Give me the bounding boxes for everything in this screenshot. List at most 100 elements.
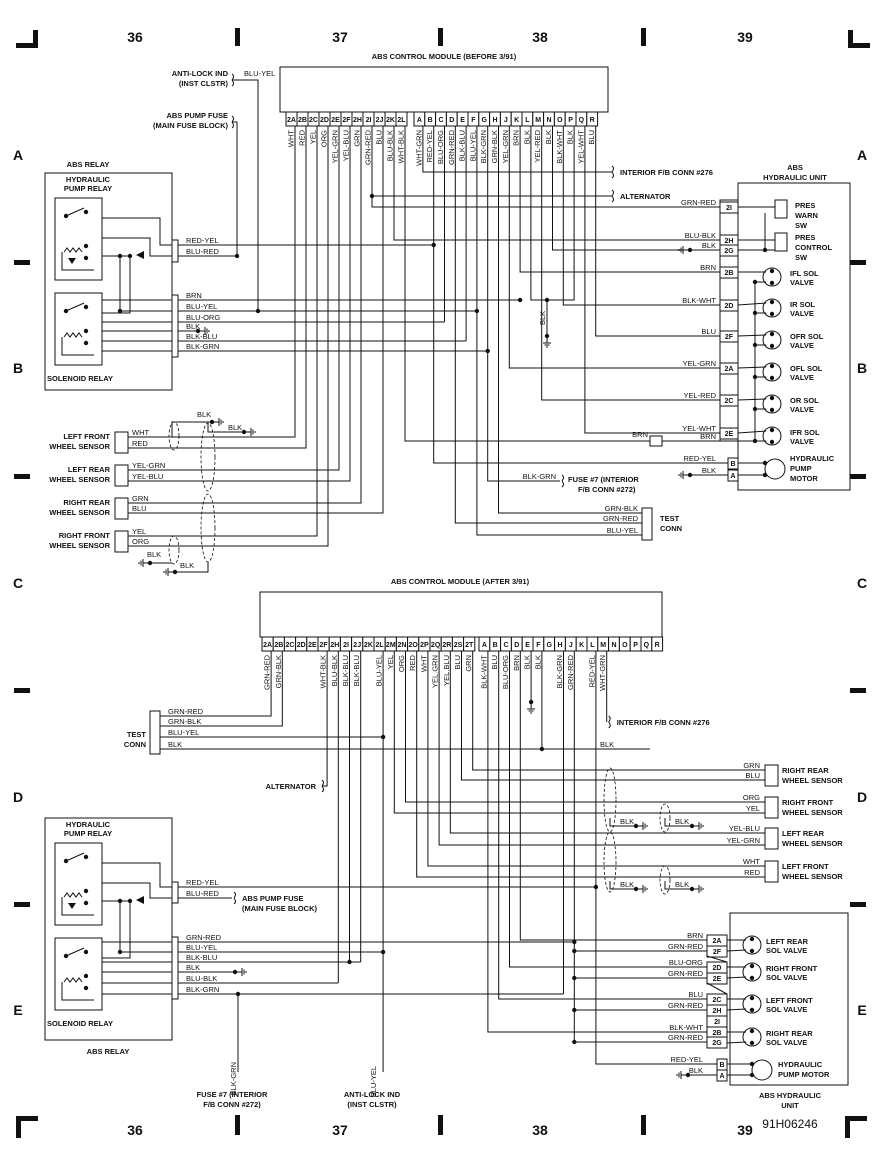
wire-label: BLK-WHT xyxy=(682,296,716,305)
splice-dot xyxy=(769,427,775,433)
pin-label: R xyxy=(655,642,660,649)
grid-tick xyxy=(641,1115,646,1135)
pin-label: B xyxy=(493,642,498,649)
component-label: SOL VALVE xyxy=(766,946,807,955)
wire xyxy=(160,651,283,727)
test-conn-label: TEST xyxy=(127,730,147,739)
connector-squiggle-icon xyxy=(231,73,234,87)
wire xyxy=(547,126,575,301)
wire-label: BRN xyxy=(700,432,716,441)
wire xyxy=(595,126,720,337)
component-label: SOL VALVE xyxy=(766,973,807,982)
wheel-sensor-connector xyxy=(114,464,129,487)
wire-label: ORG xyxy=(743,793,760,802)
fuse7-label: F/B CONN #272) xyxy=(578,485,636,494)
pin-label: 2F xyxy=(713,949,722,956)
grid-tick xyxy=(235,1115,240,1135)
wire-label: ORG xyxy=(320,130,329,147)
pin-label: 2E xyxy=(713,976,722,983)
splice-dot xyxy=(83,985,89,991)
pin-label: 2I xyxy=(726,205,732,212)
wire xyxy=(487,651,707,1033)
wire xyxy=(706,955,728,963)
wire-label: RED xyxy=(744,868,760,877)
splice-dot xyxy=(752,310,758,316)
wire xyxy=(530,126,548,336)
diode-icon xyxy=(136,896,144,904)
pump-fuse-label: ABS PUMP FUSE xyxy=(242,894,304,903)
wire xyxy=(552,126,720,251)
pin-label: A xyxy=(417,117,422,124)
column-number-bottom: 37 xyxy=(332,1122,348,1138)
anti-lock-label: (INST CLSTR) xyxy=(347,1100,397,1109)
relay-internal xyxy=(102,237,172,257)
wire-label: BLK xyxy=(522,130,531,144)
wire-label: GRN xyxy=(464,655,473,672)
relay-coil-icon xyxy=(63,977,83,983)
corner-mark xyxy=(16,30,38,48)
pin-label: 2A xyxy=(713,938,722,945)
row-letter-right: A xyxy=(857,147,867,163)
splice-dot xyxy=(83,243,89,249)
pin-label: 2C xyxy=(725,398,734,405)
splice-dot xyxy=(749,1072,755,1078)
grid-tick xyxy=(850,902,866,907)
wire xyxy=(433,126,728,464)
solenoid-valve-icon xyxy=(742,935,762,955)
wire xyxy=(541,126,720,401)
anti-lock-label: ANTI-LOCK IND xyxy=(172,69,229,78)
wire-label: WHT xyxy=(132,428,149,437)
pin-label: 2C xyxy=(713,997,722,1004)
splice-dot xyxy=(83,255,89,261)
component-label: LEFT FRONT xyxy=(766,996,813,1005)
relay-internal xyxy=(61,982,94,1001)
wheel-sensor-connector xyxy=(764,827,779,850)
pin-label: 2K xyxy=(364,642,373,649)
pin-label: L xyxy=(525,117,530,124)
wire-label: BLU-BLK xyxy=(386,130,395,161)
relay-switch xyxy=(65,302,85,312)
interior-conn-label: INTERIOR F/B CONN #276 xyxy=(620,168,713,177)
shield-twisted-pair xyxy=(168,421,180,451)
pin-label: 2K xyxy=(386,117,395,124)
wire xyxy=(476,126,642,536)
hydraulic-pin xyxy=(719,427,739,440)
wire-label: YEL xyxy=(132,527,146,536)
pin-label: 2H xyxy=(330,642,339,649)
wire-label: YEL-GRN xyxy=(727,836,760,845)
wire-label: BLU xyxy=(375,130,384,145)
splice-dot xyxy=(769,375,775,381)
pin-label: 2I xyxy=(366,117,372,124)
pin-label: N xyxy=(611,642,616,649)
wire-label: GRN-RED xyxy=(566,654,575,690)
splice-dot xyxy=(83,340,89,346)
pin-label: 2L xyxy=(376,642,385,649)
wire-label: YEL-WHT xyxy=(682,424,716,433)
wire-label: GRN xyxy=(743,761,760,770)
wire-label: BLU-YEL xyxy=(369,1066,378,1097)
pump-fuse-wire xyxy=(232,121,238,256)
sensor-wire xyxy=(128,126,362,504)
splice-dot xyxy=(117,898,123,904)
wire-label: GRN-RED xyxy=(668,942,704,951)
relay-wire-label: RED-YEL xyxy=(186,878,219,887)
wire-label: BRN xyxy=(700,263,716,272)
relay-wire-label: BLK-GRN xyxy=(186,985,219,994)
pin-label: Q xyxy=(644,642,650,649)
wire xyxy=(322,651,328,787)
wire-label: RED xyxy=(132,439,148,448)
wire-label: WHT xyxy=(287,130,296,147)
wire-label: YEL-BLU xyxy=(729,824,760,833)
relay-internal xyxy=(61,337,94,356)
pin-label: 2L xyxy=(397,117,406,124)
ground-wire xyxy=(207,423,244,433)
component-label: SW xyxy=(795,221,808,230)
wheel-sensor-label: WHEEL SENSOR xyxy=(782,776,843,785)
relay-internal xyxy=(102,217,172,246)
sensor-wire xyxy=(449,651,765,834)
module-pin xyxy=(651,636,664,652)
wheel-sensor-connector xyxy=(764,860,779,883)
relay-wire-label: BLU-RED xyxy=(186,889,220,898)
wire-label: BLK-WHT xyxy=(669,1023,703,1032)
pump-motor-icon xyxy=(751,1059,773,1081)
